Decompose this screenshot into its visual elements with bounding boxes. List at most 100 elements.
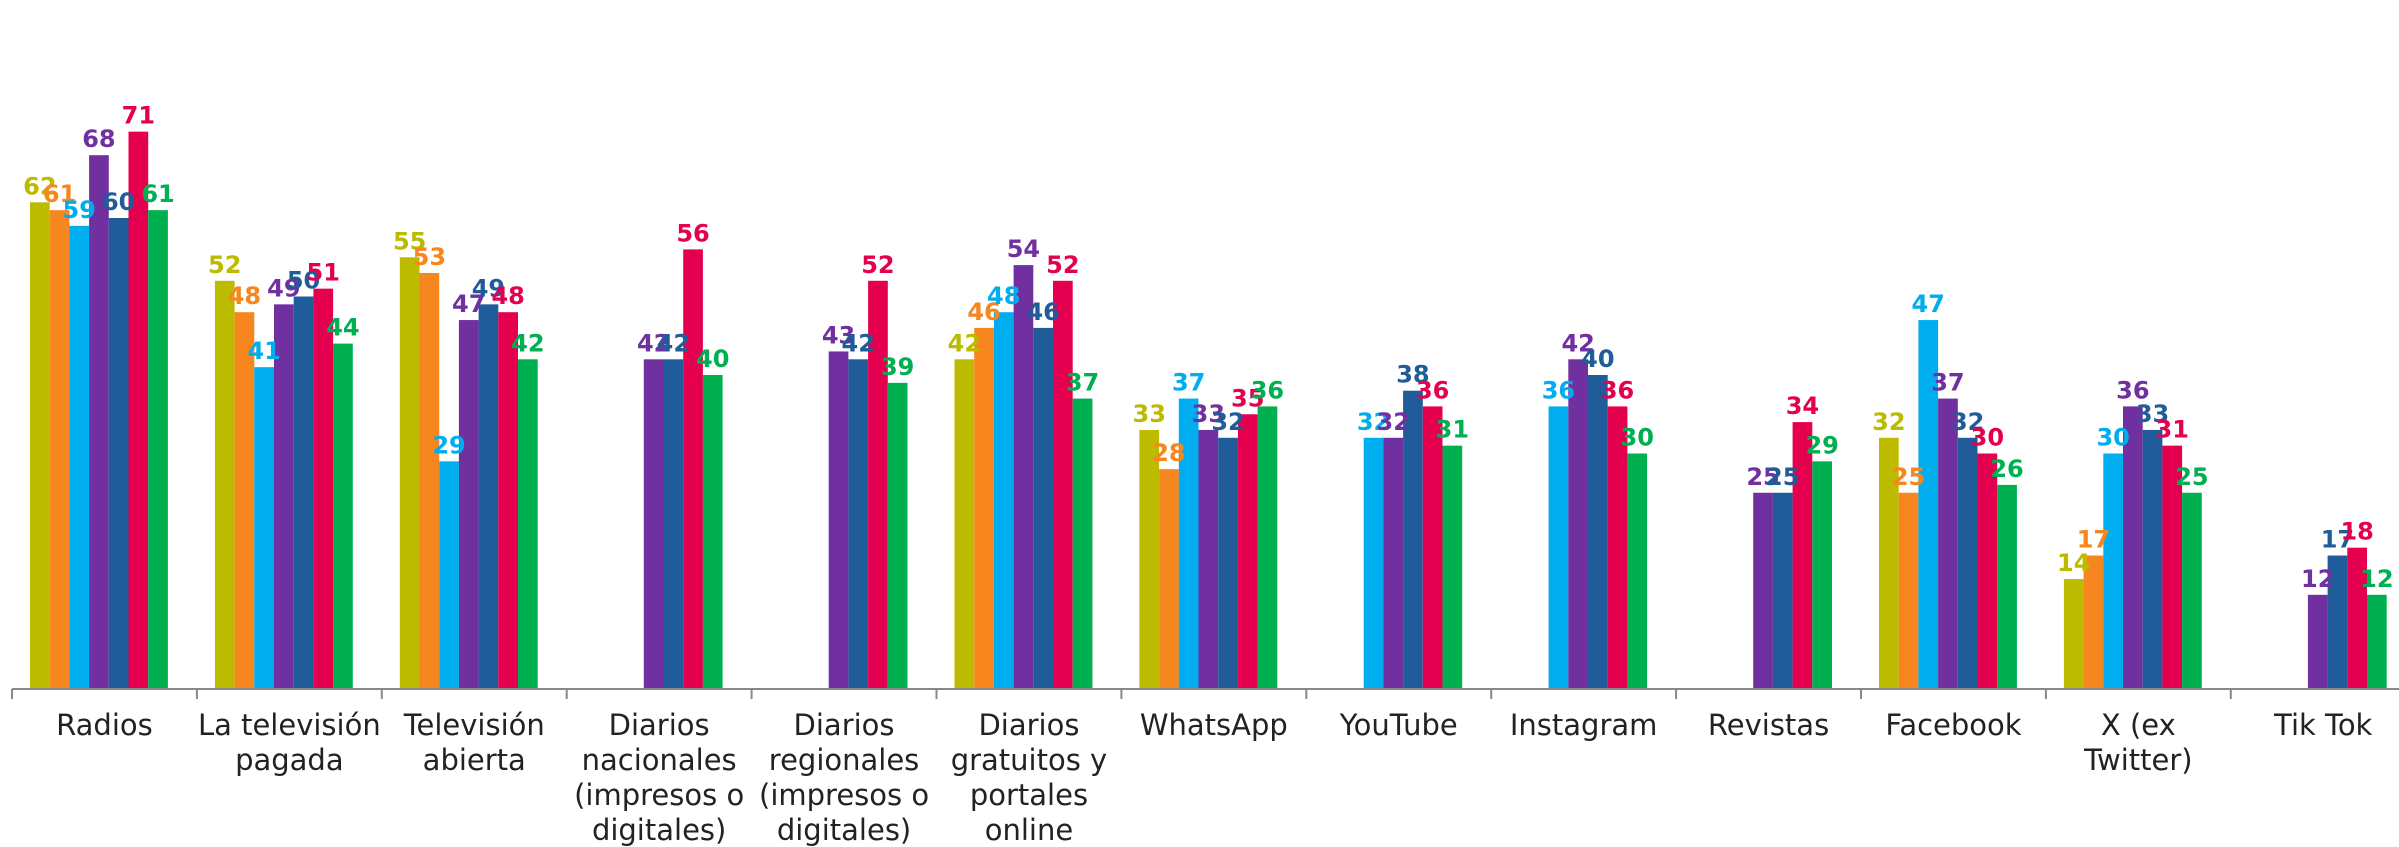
category-label: Diarios gratuitos y portales online [951, 708, 1108, 847]
bar [1938, 399, 1958, 689]
bar-value-label: 36 [1542, 376, 1575, 404]
category-label-line: Revistas [1708, 708, 1829, 742]
category-label-line: Radios [56, 708, 153, 742]
category-label-line: digitales) [777, 813, 911, 847]
bar-value-label: 42 [657, 329, 690, 357]
bar-value-label: 32 [1872, 408, 1905, 436]
bar [848, 359, 868, 689]
bar [1443, 446, 1463, 689]
bar [2064, 579, 2084, 689]
bar [459, 320, 479, 689]
bar-value-label: 18 [2340, 518, 2373, 546]
bar [2103, 454, 2123, 690]
bar-value-label: 42 [948, 329, 981, 357]
bar [235, 312, 255, 689]
bar [1014, 265, 1034, 689]
bar [1033, 328, 1053, 689]
bar-value-label: 32 [1377, 408, 1410, 436]
bar [644, 359, 664, 689]
category-label-line: Instagram [1510, 708, 1658, 742]
bar [1238, 414, 1258, 689]
x-axis-category-labels: Radios La televisión pagada Televisión abier… [56, 708, 2372, 847]
bar-value-label: 42 [842, 329, 875, 357]
bar-value-label: 59 [63, 196, 96, 224]
category-label: La televisión pagada [198, 708, 381, 777]
bar [439, 461, 459, 689]
category-label: Revistas [1708, 708, 1829, 742]
category-label: Diarios regionales (impresos o digitales) [759, 708, 929, 847]
category-label-line: (impresos o [574, 778, 744, 812]
category-label-line: Diarios [978, 708, 1079, 742]
bar-value-label: 42 [511, 329, 544, 357]
category-label-line: Tik Tok [2273, 708, 2372, 742]
category-label-line: nacionales [582, 743, 737, 777]
bar [1568, 359, 1588, 689]
bar [1812, 461, 1832, 689]
bar-value-label: 29 [432, 431, 465, 459]
category-label-line: portales [970, 778, 1088, 812]
category-label: Diarios nacionales (impresos o digitales) [574, 708, 744, 847]
bar [294, 297, 314, 690]
bar [974, 328, 994, 689]
category-label-line: abierta [423, 743, 526, 777]
bar [518, 359, 538, 689]
bar-value-label: 53 [413, 243, 446, 271]
bar [1627, 454, 1647, 690]
category-label: Radios [56, 708, 153, 742]
bar [1978, 454, 1998, 690]
category-label-line: digitales) [592, 813, 726, 847]
bar [1053, 281, 1073, 689]
bar-value-label: 37 [1066, 369, 1099, 397]
bar-value-label: 36 [1251, 376, 1284, 404]
category-label: YouTube [1339, 708, 1458, 742]
bar [2367, 595, 2387, 689]
bar [888, 383, 908, 689]
bar [479, 304, 499, 689]
bar-value-label: 56 [676, 219, 709, 247]
bar [89, 155, 109, 689]
bar [109, 218, 129, 689]
bar-value-label: 37 [1931, 369, 1964, 397]
bar [498, 312, 518, 689]
category-label-line: gratuitos y [951, 743, 1108, 777]
category-label-line: WhatsApp [1140, 708, 1288, 742]
category-label-line: YouTube [1339, 708, 1458, 742]
category-label-line: (impresos o [759, 778, 929, 812]
bar [1958, 438, 1978, 689]
bar-value-label: 30 [1971, 424, 2004, 452]
bar-value-label: 28 [1152, 439, 1185, 467]
bar-value-label: 36 [1601, 376, 1634, 404]
bar [1159, 469, 1179, 689]
category-label-line: online [985, 813, 1073, 847]
bar-value-label: 31 [1436, 416, 1469, 444]
bar [69, 226, 89, 689]
bar-value-label: 29 [1805, 431, 1838, 459]
category-label-line: Diarios [609, 708, 710, 742]
bar-value-label: 52 [861, 251, 894, 279]
bar-value-label: 39 [881, 353, 914, 381]
bar-value-label: 60 [102, 188, 135, 216]
category-label-line: Televisión [403, 708, 545, 742]
category-label: X (ex Twitter) [2083, 708, 2193, 777]
bar [1588, 375, 1608, 689]
bar [50, 210, 70, 689]
bar [254, 367, 274, 689]
bar-value-label: 25 [1766, 463, 1799, 491]
bar [148, 210, 168, 689]
bar-value-label: 40 [696, 345, 729, 373]
bar-value-label: 25 [2175, 463, 2208, 491]
bar-value-label: 41 [247, 337, 280, 365]
bar [333, 344, 353, 689]
category-label-line: pagada [235, 743, 344, 777]
bar-value-label: 48 [987, 282, 1020, 310]
bar [1899, 493, 1919, 689]
category-label: Facebook [1885, 708, 2021, 742]
bar-value-label: 52 [1046, 251, 1079, 279]
bar-value-label: 71 [122, 102, 155, 130]
bar [664, 359, 684, 689]
bar-value-label: 44 [326, 314, 359, 342]
bar-value-label: 12 [2301, 565, 2334, 593]
bar [1383, 438, 1403, 689]
bar-value-label: 34 [1786, 392, 1819, 420]
category-label-line: Facebook [1885, 708, 2021, 742]
